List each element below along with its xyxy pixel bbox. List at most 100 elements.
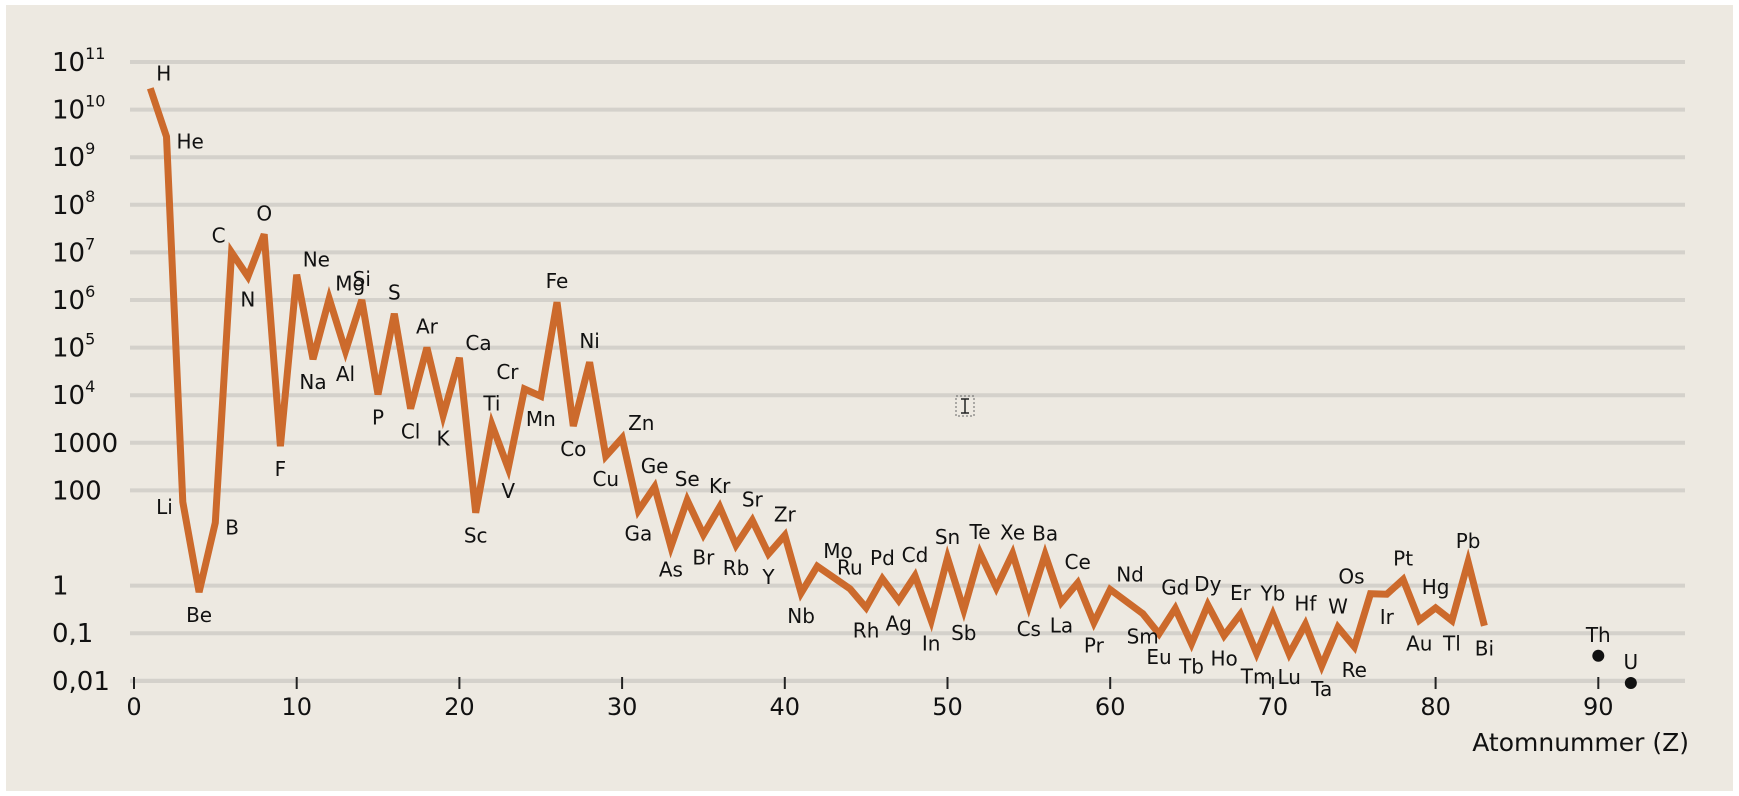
element-label-sc: Sc [464, 524, 488, 548]
element-label-f: F [275, 457, 287, 481]
isolated-points: Th U [1585, 623, 1638, 689]
y-tick-label: 107 [52, 234, 95, 268]
element-label-pb: Pb [1456, 529, 1481, 553]
element-label-ce: Ce [1065, 550, 1091, 574]
x-tick-label: 40 [770, 693, 801, 721]
y-tick-label: 0,01 [52, 667, 110, 697]
element-label-hf: Hf [1294, 591, 1317, 615]
point-th [1592, 649, 1605, 662]
element-label-li: Li [156, 495, 173, 519]
element-label-er: Er [1230, 581, 1252, 605]
y-tick-label: 1011 [52, 44, 105, 78]
element-label-nd: Nd [1116, 563, 1144, 587]
element-label-co: Co [560, 437, 586, 461]
y-tick-label: 1010 [52, 92, 105, 126]
abundance-series [146, 87, 1488, 676]
element-label-n: N [240, 288, 255, 312]
point-label-u: U [1624, 650, 1639, 674]
element-label-ir: Ir [1380, 605, 1395, 629]
element-label-p: P [372, 405, 384, 429]
element-label-xe: Xe [1000, 521, 1025, 545]
element-label-fe: Fe [546, 269, 569, 293]
chart-background [6, 5, 1733, 791]
element-label-y: Y [761, 565, 775, 589]
element-label-na: Na [299, 370, 326, 394]
y-tick-label: 1000 [52, 429, 118, 459]
point-u [1624, 676, 1637, 689]
element-label-kr: Kr [709, 474, 731, 498]
element-label-as: As [659, 558, 683, 582]
x-tick-label: 30 [607, 693, 638, 721]
element-label-hg: Hg [1422, 575, 1450, 599]
element-label-ru: Ru [837, 556, 863, 580]
element-label-he: He [177, 130, 204, 154]
x-tick-label: 80 [1420, 693, 1451, 721]
element-label-gd: Gd [1161, 576, 1189, 600]
element-label-pd: Pd [870, 546, 895, 570]
element-label-si: Si [353, 267, 371, 291]
element-label-ga: Ga [625, 522, 653, 546]
element-label-w: W [1328, 594, 1348, 618]
element-label-v: V [501, 479, 515, 503]
element-label-cl: Cl [401, 420, 421, 444]
element-label-sb: Sb [951, 621, 976, 645]
element-label-zn: Zn [628, 411, 654, 435]
element-label-ba: Ba [1032, 522, 1058, 546]
element-label-o: O [256, 201, 272, 225]
grid-lines [130, 60, 1685, 683]
element-label-b: B [225, 516, 239, 540]
y-tick-label: 108 [52, 187, 95, 221]
y-tick-label: 105 [52, 330, 95, 364]
x-tick-label: 60 [1095, 693, 1126, 721]
element-label-te: Te [968, 520, 990, 544]
element-label-ti: Ti [482, 392, 500, 416]
element-label-al: Al [336, 362, 355, 386]
y-tick-label: 100 [52, 476, 102, 506]
element-label-sn: Sn [935, 525, 960, 549]
y-tick-label: 104 [52, 377, 95, 411]
y-tick-label: 0,1 [52, 619, 93, 649]
element-label-eu: Eu [1146, 645, 1171, 669]
element-label-c: C [212, 223, 226, 247]
element-label-bi: Bi [1475, 637, 1494, 661]
x-tick-label: 90 [1583, 693, 1614, 721]
element-label-ag: Ag [886, 612, 912, 636]
element-label-ar: Ar [416, 315, 439, 339]
element-label-la: La [1050, 613, 1073, 637]
element-label-zr: Zr [774, 502, 797, 526]
element-label-cs: Cs [1017, 617, 1041, 641]
element-label-ni: Ni [579, 329, 600, 353]
element-label-rb: Rb [723, 556, 750, 580]
element-label-mg: Mg [335, 272, 365, 296]
element-label-cd: Cd [902, 543, 929, 567]
series-line [146, 87, 1488, 676]
point-label-th: Th [1585, 623, 1611, 647]
element-label-tm: Tm [1240, 664, 1273, 688]
element-label-sm: Sm [1127, 625, 1159, 649]
element-label-pt: Pt [1393, 547, 1413, 571]
element-label-cr: Cr [496, 360, 519, 384]
x-tick-label: 10 [281, 693, 312, 721]
element-label-tb: Tb [1178, 655, 1204, 679]
element-label-h: H [156, 61, 171, 85]
element-label-mo: Mo [823, 539, 853, 563]
element-label-mn: Mn [526, 407, 556, 431]
element-label-ho: Ho [1210, 647, 1237, 671]
element-label-be: Be [186, 603, 212, 627]
element-label-se: Se [675, 467, 700, 491]
element-label-ta: Ta [1310, 677, 1332, 701]
y-tick-label: 1 [52, 572, 69, 602]
element-label-tl: Tl [1442, 632, 1461, 656]
element-label-in: In [922, 632, 941, 656]
y-axis-ticks: 0,01 0,1 1 100 1000 104 105 106 107 108 109 1010 101… [52, 44, 118, 697]
element-label-k: K [437, 426, 451, 450]
element-label-dy: Dy [1194, 572, 1221, 596]
x-tick-label: 0 [126, 693, 141, 721]
element-label-ne: Ne [303, 248, 330, 272]
element-label-sr: Sr [742, 487, 764, 511]
element-label-cu: Cu [592, 467, 619, 491]
x-tick-label: 70 [1258, 693, 1289, 721]
element-label-rh: Rh [853, 619, 880, 643]
y-tick-label: 106 [52, 282, 95, 316]
element-label-br: Br [692, 546, 715, 570]
